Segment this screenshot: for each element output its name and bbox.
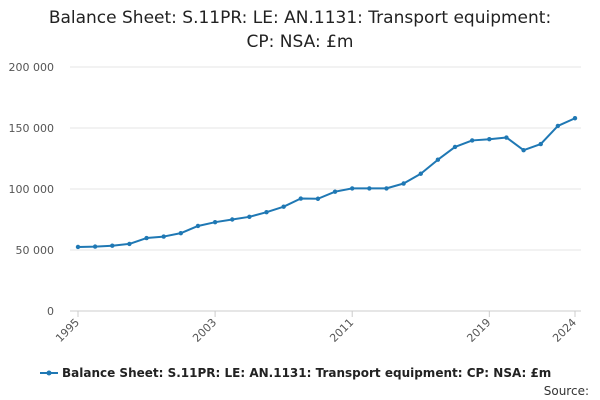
data-point bbox=[247, 214, 252, 220]
legend-swatch-marker bbox=[46, 370, 52, 376]
data-point bbox=[401, 181, 406, 186]
y-tick-label: 100 000 bbox=[9, 183, 55, 196]
data-point bbox=[195, 223, 201, 229]
data-point bbox=[281, 204, 286, 209]
legend-entry-label: Balance Sheet: S.11PR: LE: AN.1131: Tran… bbox=[62, 366, 551, 380]
data-point bbox=[367, 186, 372, 191]
chart-title-line-1: Balance Sheet: S.11PR: LE: AN.1131: Tran… bbox=[48, 8, 552, 28]
data-point bbox=[161, 234, 166, 239]
x-tick-label: 2003 bbox=[190, 316, 219, 345]
data-point bbox=[521, 148, 526, 153]
data-point bbox=[469, 138, 475, 143]
data-point bbox=[212, 219, 218, 225]
data-point bbox=[178, 230, 184, 236]
y-axis: 0 50 000 100 000 150 000 200 000 bbox=[9, 61, 55, 318]
data-point bbox=[487, 137, 492, 142]
x-tick-label: 2019 bbox=[464, 316, 493, 345]
data-point bbox=[144, 235, 149, 241]
series-layer bbox=[75, 116, 578, 250]
data-point bbox=[264, 209, 269, 215]
data-point bbox=[555, 123, 561, 129]
x-tick-label: 2024 bbox=[550, 316, 579, 345]
series-line bbox=[77, 117, 576, 248]
chart-title-line-2: CP: NSA: £m bbox=[246, 32, 354, 52]
data-point bbox=[384, 186, 389, 191]
data-point bbox=[504, 135, 509, 140]
data-point bbox=[127, 241, 132, 247]
x-axis: 1995 2003 2011 2019 2024 bbox=[53, 311, 579, 345]
data-point bbox=[350, 186, 355, 191]
data-point bbox=[298, 196, 303, 201]
y-tick-label: 50 000 bbox=[16, 244, 55, 257]
y-tick-label: 0 bbox=[47, 305, 54, 318]
data-point bbox=[332, 189, 338, 194]
data-point bbox=[230, 217, 235, 222]
legend[interactable]: Balance Sheet: S.11PR: LE: AN.1131: Tran… bbox=[40, 366, 551, 380]
data-point bbox=[452, 144, 458, 150]
data-point bbox=[538, 141, 543, 147]
source-label: Source: bbox=[544, 384, 589, 398]
data-point bbox=[435, 157, 441, 162]
data-point bbox=[92, 244, 98, 249]
gridlines bbox=[70, 66, 581, 312]
data-point bbox=[110, 243, 115, 248]
data-point bbox=[75, 244, 81, 250]
data-point bbox=[572, 116, 578, 121]
x-tick-label: 2011 bbox=[327, 316, 356, 345]
y-tick-label: 200 000 bbox=[9, 61, 55, 74]
chart-title: Balance Sheet: S.11PR: LE: AN.1131: Tran… bbox=[0, 6, 600, 54]
x-tick-label: 1995 bbox=[53, 316, 82, 345]
y-tick-label: 150 000 bbox=[9, 122, 55, 135]
data-point bbox=[315, 196, 321, 201]
data-point bbox=[418, 171, 423, 176]
